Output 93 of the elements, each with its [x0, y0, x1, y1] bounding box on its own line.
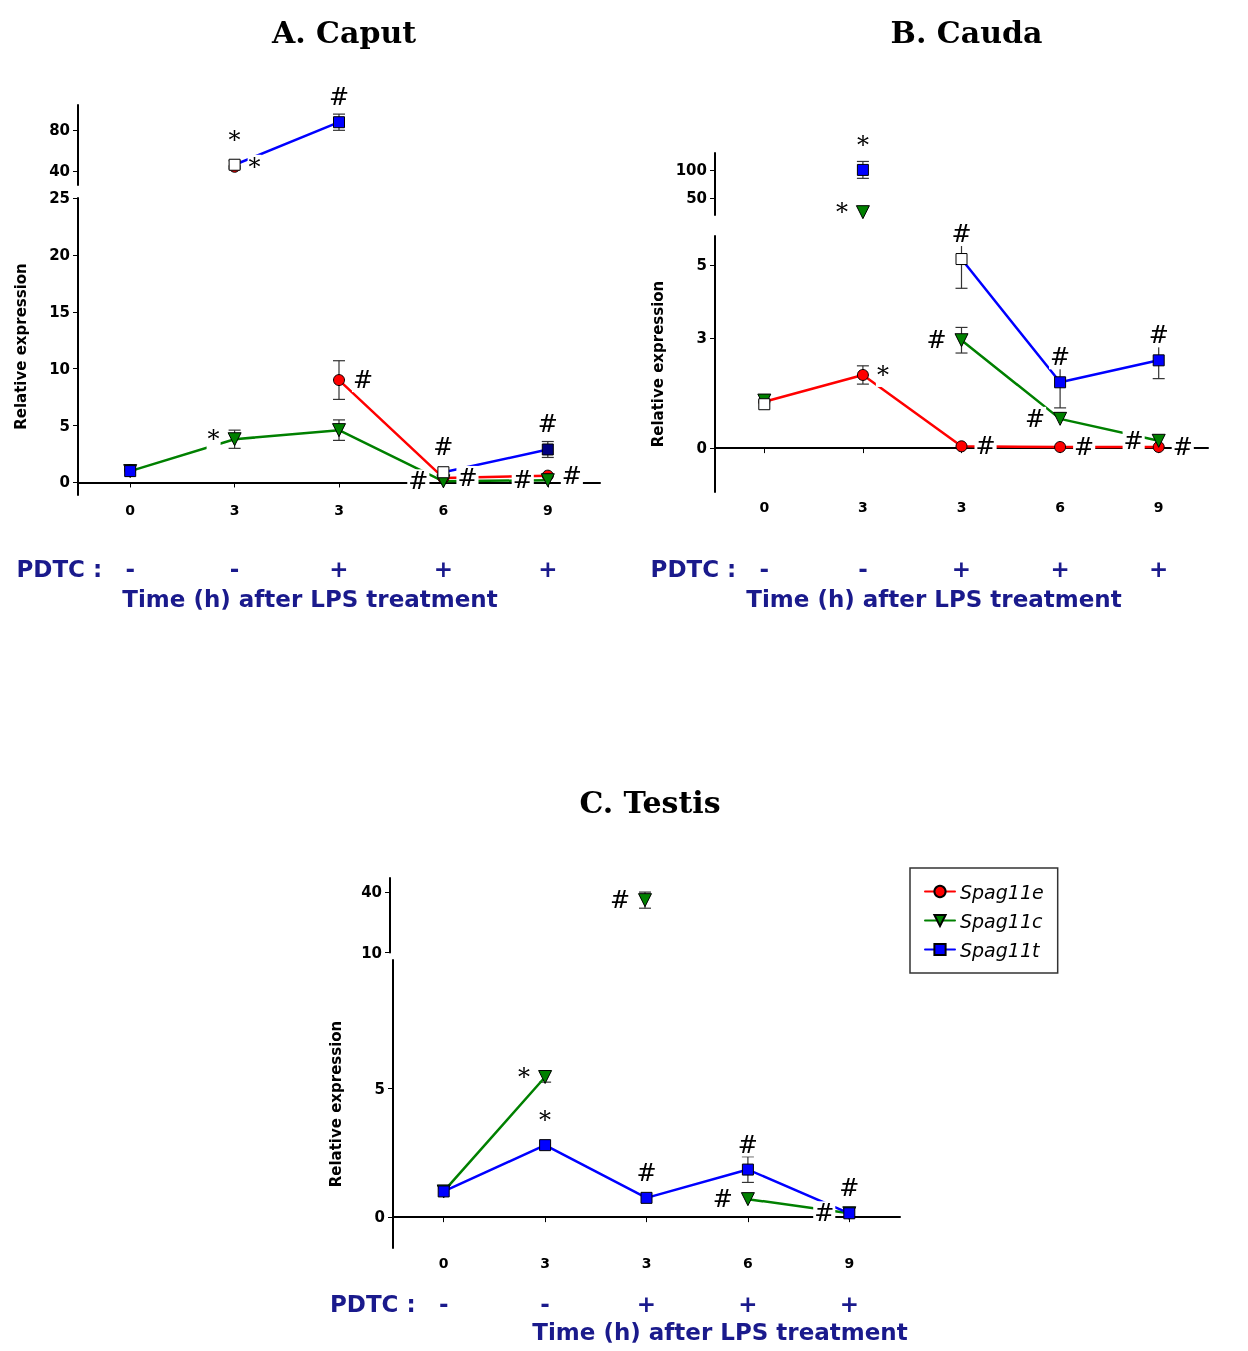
x-tick-label: 0	[438, 1255, 449, 1271]
data-label: #	[926, 326, 947, 355]
text: +	[1149, 555, 1169, 582]
text: +	[839, 1290, 859, 1317]
data-label: #	[353, 366, 374, 395]
text: -	[438, 1290, 449, 1317]
x-tick-label: 3	[229, 502, 240, 518]
x-tick-label: 3	[641, 1255, 652, 1271]
x-axis-title: Time (h) after LPS treatment	[746, 585, 1122, 612]
data-label: *	[856, 130, 869, 159]
x-tick-label: 3	[956, 499, 967, 515]
x-tick-label: 6	[438, 502, 449, 518]
y-tick-label: 25	[49, 189, 70, 207]
data-label: #	[975, 432, 996, 461]
data-label: #	[1148, 321, 1169, 350]
x-tick-label: 9	[1153, 499, 1164, 515]
data-label: *	[228, 125, 241, 154]
text: -	[125, 555, 135, 582]
data-label: #	[1024, 404, 1046, 433]
data-label: *	[876, 360, 889, 389]
data-label: #	[561, 461, 582, 490]
y-axis-title: Relative expression	[11, 263, 30, 430]
x-tick-label: 0	[125, 502, 136, 518]
chart-title: B. Cauda	[890, 14, 1043, 50]
text: +	[538, 555, 558, 582]
y-tick-label: 5	[374, 1079, 385, 1098]
y-tick-label: 5	[59, 416, 70, 435]
text: +	[738, 1290, 758, 1317]
data-label: #	[1074, 433, 1095, 462]
x-tick-label: 3	[334, 502, 344, 518]
y-tick-label: 0	[59, 473, 70, 492]
legend-label: Spag11t	[960, 938, 1041, 961]
y-axis-title: Relative expression	[326, 1020, 345, 1188]
data-label: #	[839, 1174, 860, 1203]
y-tick-label: 15	[49, 302, 70, 321]
legend-label: Spag11c	[960, 909, 1043, 932]
x-axis-title: Time (h) after LPS treatment	[122, 585, 498, 612]
data-label: #	[1172, 433, 1193, 462]
chart-title: C. Testis	[579, 784, 721, 820]
text: PDTC :	[650, 555, 737, 582]
data-label: *	[518, 1063, 531, 1091]
x-axis-title: Time (h) after LPS treatment	[532, 1318, 908, 1345]
text: +	[433, 555, 454, 582]
text: -	[759, 555, 770, 582]
text: -	[229, 555, 240, 582]
data-label: #	[512, 466, 533, 495]
data-label: #	[609, 886, 630, 915]
x-tick-label: 0	[759, 499, 770, 515]
data-label: #	[1123, 426, 1144, 455]
y-tick-label: 10	[361, 943, 382, 962]
chart-title: A. Caput	[270, 14, 417, 50]
text: +	[1050, 555, 1070, 582]
y-tick-label: 5	[696, 256, 707, 275]
text: PDTC :	[329, 1290, 416, 1317]
text: +	[951, 555, 972, 582]
data-label: #	[408, 467, 429, 496]
x-tick-label: 9	[844, 1255, 855, 1271]
data-label: #	[328, 83, 350, 112]
text: -	[540, 1290, 550, 1317]
y-tick-label: 40	[361, 883, 382, 902]
data-label: #	[636, 1158, 657, 1187]
data-label: #	[457, 463, 478, 492]
y-tick-label: 40	[49, 161, 70, 180]
text: PDTC :	[16, 555, 103, 582]
text: -	[858, 555, 868, 582]
x-tick-label: 6	[743, 1255, 753, 1271]
y-tick-label: 0	[374, 1208, 385, 1227]
y-tick-label: 80	[49, 121, 70, 140]
data-label: *	[539, 1106, 552, 1135]
y-axis-title: Relative expression	[648, 280, 667, 448]
y-tick-label: 50	[686, 189, 707, 208]
data-label: *	[207, 425, 220, 454]
data-label: #	[537, 410, 558, 439]
x-tick-label: 9	[542, 502, 553, 518]
x-tick-label: 6	[1055, 499, 1065, 515]
data-label: #	[712, 1185, 733, 1214]
y-tick-label: 0	[696, 439, 707, 458]
y-tick-label: 100	[675, 160, 707, 179]
data-label: #	[737, 1130, 758, 1159]
y-tick-label: 20	[49, 245, 70, 264]
data-label: #	[814, 1199, 835, 1228]
legend-label: Spag11e	[960, 880, 1044, 903]
data-label: #	[951, 220, 972, 249]
data-label: #	[433, 433, 454, 462]
x-tick-label: 3	[858, 499, 868, 515]
x-tick-label: 3	[540, 1255, 550, 1271]
y-tick-label: 10	[49, 359, 70, 378]
data-label: *	[248, 152, 261, 181]
data-label: #	[1050, 343, 1071, 372]
text: +	[636, 1290, 657, 1317]
text: +	[329, 555, 349, 582]
data-label: *	[835, 198, 848, 227]
y-tick-label: 3	[696, 329, 707, 348]
